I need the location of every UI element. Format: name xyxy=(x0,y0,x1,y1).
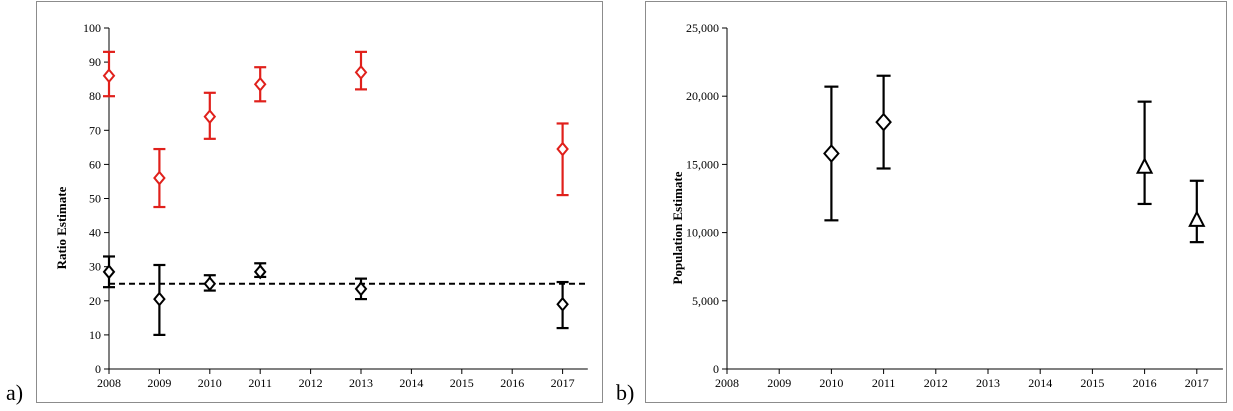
y-tick-label: 90 xyxy=(89,55,101,69)
x-tick-label: 2011 xyxy=(872,376,896,390)
x-tick-label: 2017 xyxy=(551,376,575,390)
data-point-diamond xyxy=(203,109,217,125)
data-point-diamond xyxy=(556,296,569,312)
panel-a-label: a) xyxy=(6,380,24,405)
x-tick-label: 2011 xyxy=(248,376,272,390)
chart-b-frame xyxy=(645,1,1227,403)
panel-b-label: b) xyxy=(616,380,635,405)
y-tick-label: 15,000 xyxy=(686,157,719,171)
data-point-diamond xyxy=(203,276,217,292)
x-tick-label: 2014 xyxy=(399,376,423,390)
y-tick-label: 60 xyxy=(89,157,101,171)
data-point-diamond xyxy=(556,141,569,157)
x-tick-label: 2016 xyxy=(1133,376,1157,390)
x-tick-label: 2016 xyxy=(500,376,524,390)
data-point-diamond xyxy=(354,281,368,297)
chart-b: 0 5,000 10,000 15,000 20,000 25,000 2008 2009 20… xyxy=(670,21,1223,390)
series-0 xyxy=(823,74,892,222)
series-0 xyxy=(102,50,569,209)
data-point-diamond xyxy=(102,264,116,280)
series-1 xyxy=(1135,100,1206,244)
y-tick-label: 20,000 xyxy=(686,89,719,103)
y-tick-label: 100 xyxy=(83,21,101,35)
y-tick-label: 30 xyxy=(89,260,101,274)
x-tick-label: 2010 xyxy=(198,376,222,390)
data-point-triangle xyxy=(1135,156,1154,174)
data-point-diamond xyxy=(102,68,116,84)
x-tick-label: 2013 xyxy=(349,376,373,390)
y-tick-label: 10 xyxy=(89,328,101,342)
y-tick-label: 20 xyxy=(89,294,101,308)
y-tick-label: 10,000 xyxy=(686,226,719,240)
x-tick-label: 2008 xyxy=(715,376,739,390)
x-tick-label: 2012 xyxy=(299,376,323,390)
data-point-diamond xyxy=(253,76,267,92)
x-tick-label: 2017 xyxy=(1185,376,1209,390)
data-point-diamond xyxy=(153,170,166,186)
y-tick-label: 80 xyxy=(89,89,101,103)
y-tick-label: 0 xyxy=(95,362,101,376)
data-point-diamond xyxy=(823,143,840,164)
x-tick-label: 2009 xyxy=(147,376,171,390)
chart-a-frame xyxy=(36,1,603,403)
x-tick-label: 2009 xyxy=(767,376,791,390)
x-tick-label: 2014 xyxy=(1028,376,1052,390)
y-tick-label: 0 xyxy=(713,362,719,376)
x-tick-label: 2012 xyxy=(924,376,948,390)
data-point-diamond xyxy=(354,64,368,80)
y-axis-label: Ratio Estimate xyxy=(54,186,69,269)
data-point-triangle xyxy=(1188,210,1206,227)
series-1 xyxy=(102,255,569,336)
x-tick-label: 2015 xyxy=(1080,376,1104,390)
data-point-diamond xyxy=(875,112,892,132)
x-tick-label: 2010 xyxy=(819,376,843,390)
data-point-diamond xyxy=(153,291,166,307)
x-tick-label: 2015 xyxy=(450,376,474,390)
x-tick-label: 2008 xyxy=(97,376,121,390)
y-tick-label: 25,000 xyxy=(686,21,719,35)
y-tick-label: 5,000 xyxy=(692,294,719,308)
y-tick-label: 70 xyxy=(89,123,101,137)
y-axis-label: Population Estimate xyxy=(670,171,685,284)
x-tick-label: 2013 xyxy=(976,376,1000,390)
data-point-diamond xyxy=(253,264,267,280)
y-tick-label: 50 xyxy=(89,192,101,206)
chart-a: 0 10 20 30 40 50 60 70 80 90 100 2008 2009 2010 2011 20… xyxy=(54,21,588,390)
y-tick-label: 40 xyxy=(89,226,101,240)
